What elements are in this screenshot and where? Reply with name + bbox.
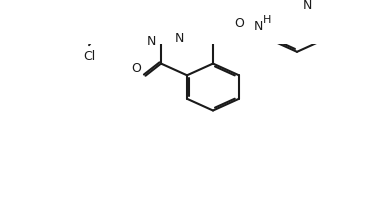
Text: H: H: [263, 15, 271, 25]
Text: Cl: Cl: [83, 50, 95, 63]
Text: N: N: [303, 0, 312, 12]
Text: O: O: [234, 17, 244, 30]
Text: N: N: [254, 20, 263, 33]
Text: N: N: [147, 34, 156, 47]
Text: O: O: [132, 62, 142, 75]
Text: N: N: [175, 32, 184, 44]
